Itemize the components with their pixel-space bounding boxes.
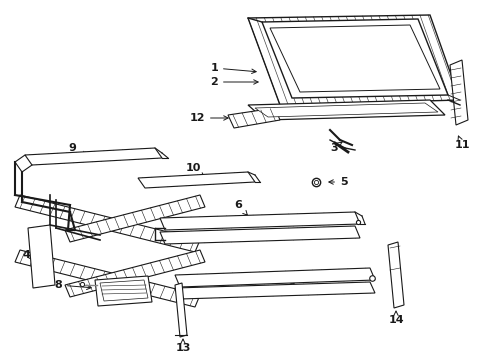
Text: 7: 7 <box>281 283 294 297</box>
Polygon shape <box>65 195 204 242</box>
Polygon shape <box>138 172 254 188</box>
Text: 12: 12 <box>189 113 228 123</box>
Polygon shape <box>28 225 55 288</box>
Polygon shape <box>160 226 359 244</box>
Polygon shape <box>262 19 447 98</box>
Text: 10: 10 <box>185 163 204 177</box>
Text: 11: 11 <box>453 136 469 150</box>
Polygon shape <box>100 280 148 301</box>
Polygon shape <box>175 282 374 299</box>
Text: 9: 9 <box>68 143 86 155</box>
Text: 1: 1 <box>210 63 256 73</box>
Polygon shape <box>254 103 437 117</box>
Polygon shape <box>160 212 359 230</box>
Polygon shape <box>65 250 204 297</box>
Text: 2: 2 <box>210 77 258 87</box>
Polygon shape <box>15 250 200 307</box>
Polygon shape <box>175 268 374 287</box>
Polygon shape <box>247 15 459 105</box>
Polygon shape <box>95 276 152 306</box>
Polygon shape <box>269 25 439 92</box>
Text: 3: 3 <box>329 142 342 153</box>
Text: 8: 8 <box>54 280 91 290</box>
Polygon shape <box>175 283 186 337</box>
Text: 6: 6 <box>234 200 247 215</box>
Polygon shape <box>15 195 200 252</box>
Polygon shape <box>25 148 162 165</box>
Polygon shape <box>227 108 280 128</box>
Text: 5: 5 <box>328 177 347 187</box>
Polygon shape <box>449 60 467 125</box>
Polygon shape <box>247 100 444 120</box>
Text: 13: 13 <box>175 339 190 353</box>
Text: 14: 14 <box>387 311 403 325</box>
Text: 4: 4 <box>22 250 34 260</box>
Polygon shape <box>387 242 403 308</box>
